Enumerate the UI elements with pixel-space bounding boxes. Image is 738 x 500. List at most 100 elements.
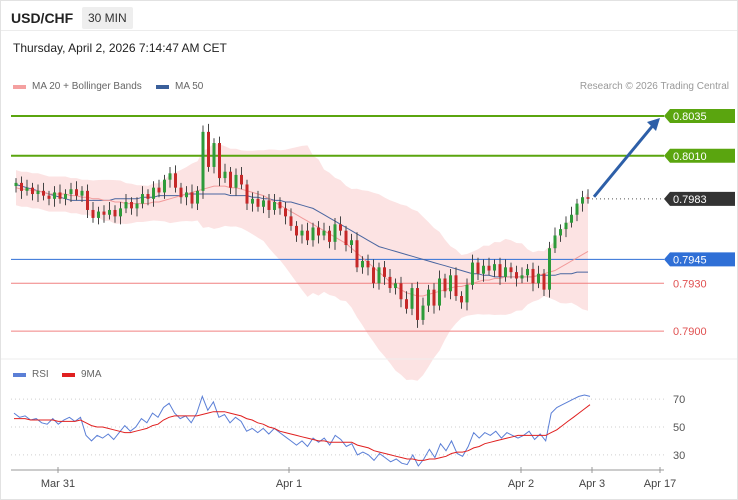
candle-body [179,187,183,198]
price-label-0.7900: 0.7900 [673,326,707,338]
candle-body [284,208,287,217]
candle-body [245,184,249,204]
candle [91,202,95,223]
candle-body [97,211,100,218]
candle-body [399,283,403,300]
rsi-series-RSI [13,394,591,467]
candle-body [262,200,265,207]
candle-body [570,214,573,223]
candle [586,189,590,204]
candle-body [174,173,177,188]
candle [333,217,337,250]
candle-body [537,273,540,284]
candle-body [405,299,408,309]
timeframe-badge[interactable]: 30 MIN [82,7,133,29]
candle [531,262,535,292]
candle-body [355,240,359,268]
candle [405,291,408,314]
ma20-line [15,185,589,297]
datetime-label: Thursday, April 2, 2026 7:14:47 AM CET [13,41,227,55]
bollinger-band [16,143,588,381]
candles [14,123,590,328]
candle-body [25,187,29,191]
candle [399,276,403,308]
candle-body [542,273,546,290]
x-tick-label: Mar 31 [41,478,75,490]
candle-body [498,264,502,277]
candle-body [124,202,128,209]
candle-body [289,216,293,226]
candle-body [427,289,430,306]
candle-body [548,248,551,290]
candle-body [493,264,496,271]
candle [119,202,122,225]
candle [361,256,364,274]
candle-body [190,192,194,204]
price-tag-0.7945 [664,252,735,267]
legend-ma20-swatch [13,84,26,89]
rsi-series-9MA [14,404,591,461]
candle-body [223,171,227,179]
legend-ma50-label: MA 50 [175,81,204,92]
candle [284,202,287,225]
candle-body [163,179,166,193]
candle-body [504,267,507,277]
candle-body [141,194,144,204]
candle [234,168,238,196]
candle-body [47,195,51,199]
legend-ma50-swatch [156,84,169,89]
candle [212,138,216,174]
candle [542,268,546,297]
price-label-0.8010: 0.8010 [673,151,707,163]
legend-rsi: RSI [13,369,49,380]
candle [267,194,271,218]
candle [570,206,573,228]
candle-body [317,227,320,236]
candle [36,184,40,202]
candle [460,291,463,309]
candle-body [575,203,579,215]
candle [498,257,502,285]
candle [581,190,584,212]
candle-body [168,173,172,180]
candle-body [526,268,529,276]
candle [278,197,282,215]
candle [504,259,507,282]
candle [520,267,524,284]
candle [97,206,100,225]
candle [350,233,353,253]
candle-body [273,202,276,210]
candle-body [460,296,463,303]
candle-body [366,260,370,268]
candle [47,190,51,206]
candle-body [361,260,364,268]
candle-body [212,143,216,167]
candle-body [377,267,381,284]
candle-body [278,202,282,209]
ma50-line [15,184,588,278]
candle-body [515,272,518,279]
candle [322,222,326,241]
candle [201,125,205,199]
candle [102,205,106,223]
candle-body [344,230,348,246]
price-tag-0.8010 [664,148,735,163]
candle [311,222,315,247]
candle-body [421,305,425,320]
candle-body [69,189,73,195]
rsi-tick-30: 30 [673,450,685,462]
candle [438,270,441,311]
candle-body [432,289,436,306]
candle-body [119,208,122,217]
candle [86,184,89,218]
candle [25,179,29,196]
candle-body [64,194,67,199]
candle [223,163,227,183]
candle [108,202,111,220]
candle-body [372,267,375,284]
candle [432,283,436,314]
candle-body [383,267,386,277]
candle [42,182,45,201]
candle [152,181,155,207]
candle-body [295,225,298,236]
